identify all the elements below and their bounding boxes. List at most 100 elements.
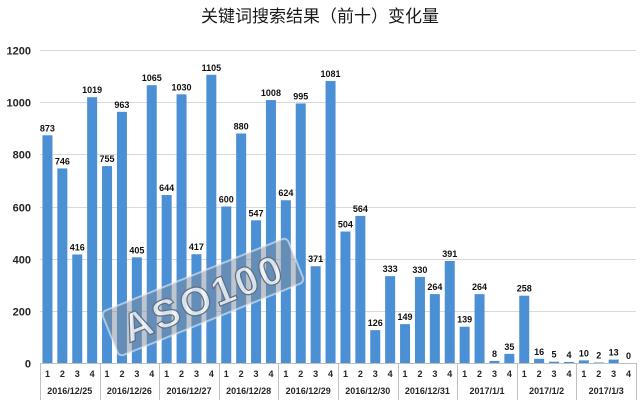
x-tick-label: 3 bbox=[373, 369, 378, 379]
data-label: 504 bbox=[338, 220, 353, 230]
x-tick-label: 2 bbox=[477, 369, 482, 379]
x-tick-label: 4 bbox=[507, 369, 512, 379]
x-tick-label: 4 bbox=[209, 369, 214, 379]
x-tick-label: 3 bbox=[134, 369, 139, 379]
data-label: 149 bbox=[398, 312, 413, 322]
bar bbox=[563, 361, 574, 363]
bar bbox=[534, 358, 545, 363]
data-label: 126 bbox=[368, 318, 383, 328]
bar bbox=[504, 353, 515, 363]
x-tick-label: 4 bbox=[149, 369, 154, 379]
data-label: 258 bbox=[517, 284, 532, 294]
y-axis-labels: 0 200 400 600 800 1000 1200 bbox=[7, 46, 31, 371]
x-tick-label: 1 bbox=[522, 369, 527, 379]
data-label: 4 bbox=[566, 350, 571, 360]
bar bbox=[236, 133, 247, 363]
plot-area: 0200400600800100012008737464161019755963… bbox=[7, 46, 637, 400]
bar bbox=[593, 362, 604, 363]
x-tick-label: 4 bbox=[626, 369, 631, 379]
y-gridlines bbox=[40, 50, 636, 312]
bar bbox=[400, 324, 411, 363]
x-tick-label: 2 bbox=[60, 369, 65, 379]
bar bbox=[370, 330, 381, 363]
x-tick-label: 2 bbox=[119, 369, 124, 379]
x-tick-label: 1 bbox=[45, 369, 50, 379]
y-tick-label: 0 bbox=[25, 359, 31, 371]
bar bbox=[608, 359, 619, 363]
bar bbox=[42, 135, 53, 363]
data-label: 755 bbox=[100, 154, 115, 164]
bar bbox=[176, 94, 187, 363]
bar bbox=[340, 231, 351, 363]
data-label: 264 bbox=[472, 282, 487, 292]
x-tick-label: 2 bbox=[239, 369, 244, 379]
bar bbox=[161, 195, 172, 363]
data-label: 880 bbox=[234, 121, 249, 131]
data-label: 264 bbox=[427, 282, 442, 292]
bar bbox=[72, 254, 83, 363]
bar bbox=[325, 81, 336, 363]
bar bbox=[102, 166, 113, 363]
data-label: 0 bbox=[626, 351, 631, 361]
bar bbox=[116, 111, 127, 363]
x-group-label: 2016/12/27 bbox=[166, 386, 211, 396]
data-label: 1030 bbox=[172, 82, 192, 92]
watermark-band bbox=[101, 237, 305, 357]
x-tick-label: 2 bbox=[417, 369, 422, 379]
x-group-label: 2016/12/28 bbox=[226, 386, 271, 396]
x-tick-label: 1 bbox=[343, 369, 348, 379]
x-group-label: 2016/12/26 bbox=[107, 386, 152, 396]
data-label: 416 bbox=[70, 242, 85, 252]
x-group-label: 2016/12/29 bbox=[286, 386, 331, 396]
x-tick-label: 2 bbox=[298, 369, 303, 379]
bar bbox=[146, 85, 157, 364]
x-tick-label: 3 bbox=[432, 369, 437, 379]
y-tick-label: 800 bbox=[13, 150, 31, 162]
data-label: 1008 bbox=[261, 88, 281, 98]
x-tick-label: 1 bbox=[164, 369, 169, 379]
data-label: 1065 bbox=[142, 73, 162, 83]
data-label: 1105 bbox=[202, 63, 222, 73]
x-tick-label: 2 bbox=[596, 369, 601, 379]
data-label: 16 bbox=[534, 347, 544, 357]
x-tick-label: 4 bbox=[90, 369, 95, 379]
data-label: 139 bbox=[457, 315, 472, 325]
x-tick-label: 3 bbox=[313, 369, 318, 379]
x-group-label: 2017/1/1 bbox=[469, 386, 504, 396]
x-tick-label: 2 bbox=[358, 369, 363, 379]
data-label: 1081 bbox=[321, 69, 341, 79]
x-tick-label: 3 bbox=[254, 369, 259, 379]
x-tick-label: 3 bbox=[75, 369, 80, 379]
bar bbox=[489, 360, 500, 363]
x-tick-label: 1 bbox=[581, 369, 586, 379]
x-tick-label: 1 bbox=[224, 369, 229, 379]
x-tick-label: 1 bbox=[105, 369, 110, 379]
bar bbox=[519, 295, 530, 363]
data-label: 371 bbox=[308, 254, 323, 264]
bar bbox=[355, 215, 366, 363]
x-tick-label: 4 bbox=[447, 369, 452, 379]
data-label: 644 bbox=[159, 183, 174, 193]
data-label: 5 bbox=[552, 350, 557, 360]
x-group-label: 2016/12/30 bbox=[345, 386, 390, 396]
data-label: 624 bbox=[278, 188, 293, 198]
data-label: 995 bbox=[293, 91, 308, 101]
x-tick-label: 3 bbox=[492, 369, 497, 379]
data-label: 564 bbox=[353, 204, 368, 214]
y-tick-label: 1000 bbox=[7, 98, 31, 110]
x-tick-label: 3 bbox=[194, 369, 199, 379]
data-label: 417 bbox=[189, 242, 204, 252]
y-tick-label: 1200 bbox=[7, 46, 31, 58]
bar bbox=[385, 276, 396, 363]
data-label: 746 bbox=[55, 156, 70, 166]
bar bbox=[549, 361, 560, 363]
data-label: 405 bbox=[129, 245, 144, 255]
bar bbox=[310, 266, 321, 363]
x-tick-label: 3 bbox=[552, 369, 557, 379]
bar bbox=[414, 276, 425, 363]
bar bbox=[474, 294, 485, 363]
data-label: 2 bbox=[596, 350, 601, 360]
bar bbox=[578, 360, 589, 363]
bar bbox=[57, 168, 68, 363]
x-group-label: 2016/12/25 bbox=[47, 386, 92, 396]
